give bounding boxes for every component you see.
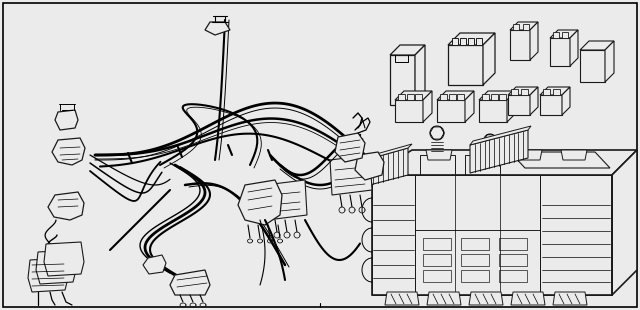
Polygon shape: [385, 292, 419, 305]
Polygon shape: [358, 144, 412, 162]
Polygon shape: [543, 89, 550, 95]
Polygon shape: [479, 91, 516, 100]
Polygon shape: [398, 94, 405, 100]
Polygon shape: [553, 292, 587, 305]
Polygon shape: [521, 89, 528, 95]
Polygon shape: [265, 180, 307, 220]
Polygon shape: [482, 94, 489, 100]
Polygon shape: [437, 100, 465, 122]
Polygon shape: [335, 133, 365, 162]
Polygon shape: [510, 30, 530, 60]
Polygon shape: [513, 24, 519, 30]
Polygon shape: [612, 150, 637, 295]
Polygon shape: [468, 38, 474, 45]
Polygon shape: [471, 150, 497, 160]
Polygon shape: [470, 130, 528, 173]
Circle shape: [475, 199, 481, 205]
Polygon shape: [449, 94, 456, 100]
Polygon shape: [426, 150, 452, 160]
Polygon shape: [550, 38, 570, 66]
Polygon shape: [550, 30, 578, 38]
Polygon shape: [580, 41, 614, 50]
Polygon shape: [470, 126, 531, 145]
Polygon shape: [561, 150, 587, 160]
Polygon shape: [28, 258, 68, 292]
Polygon shape: [516, 150, 542, 160]
Polygon shape: [415, 94, 422, 100]
Polygon shape: [457, 94, 464, 100]
Polygon shape: [530, 87, 538, 115]
Polygon shape: [523, 24, 529, 30]
Circle shape: [518, 199, 524, 205]
Polygon shape: [476, 38, 482, 45]
Polygon shape: [205, 22, 230, 35]
Polygon shape: [36, 250, 76, 284]
Polygon shape: [452, 38, 458, 45]
Polygon shape: [562, 32, 568, 38]
Polygon shape: [390, 45, 425, 55]
Polygon shape: [440, 94, 447, 100]
Polygon shape: [448, 33, 495, 45]
Polygon shape: [511, 292, 545, 305]
Polygon shape: [395, 100, 423, 122]
Polygon shape: [427, 292, 461, 305]
Polygon shape: [580, 50, 605, 82]
Polygon shape: [423, 91, 432, 122]
Polygon shape: [407, 94, 414, 100]
Polygon shape: [511, 89, 518, 95]
Circle shape: [432, 199, 438, 205]
Polygon shape: [143, 255, 166, 274]
Polygon shape: [562, 87, 570, 115]
Polygon shape: [390, 55, 415, 105]
Polygon shape: [52, 138, 85, 165]
Polygon shape: [479, 100, 507, 122]
Polygon shape: [553, 89, 560, 95]
Polygon shape: [510, 22, 538, 30]
Polygon shape: [238, 180, 282, 225]
Polygon shape: [605, 41, 614, 82]
Polygon shape: [483, 33, 495, 85]
Polygon shape: [358, 148, 408, 188]
Polygon shape: [553, 32, 559, 38]
Polygon shape: [499, 94, 506, 100]
Polygon shape: [530, 22, 538, 60]
Polygon shape: [540, 87, 570, 95]
Polygon shape: [508, 87, 538, 95]
Polygon shape: [170, 270, 210, 295]
Polygon shape: [460, 38, 466, 45]
Polygon shape: [508, 95, 530, 115]
Polygon shape: [540, 95, 562, 115]
Polygon shape: [469, 292, 503, 305]
Polygon shape: [570, 30, 578, 66]
Polygon shape: [355, 152, 384, 180]
Polygon shape: [395, 91, 432, 100]
Polygon shape: [507, 91, 516, 122]
Polygon shape: [491, 94, 498, 100]
Polygon shape: [372, 150, 637, 175]
Polygon shape: [448, 45, 483, 85]
Polygon shape: [415, 45, 425, 105]
Polygon shape: [372, 175, 612, 295]
Polygon shape: [48, 192, 84, 220]
Polygon shape: [55, 110, 78, 130]
Polygon shape: [437, 91, 474, 100]
Polygon shape: [330, 155, 372, 195]
Polygon shape: [465, 91, 474, 122]
Polygon shape: [44, 242, 84, 276]
